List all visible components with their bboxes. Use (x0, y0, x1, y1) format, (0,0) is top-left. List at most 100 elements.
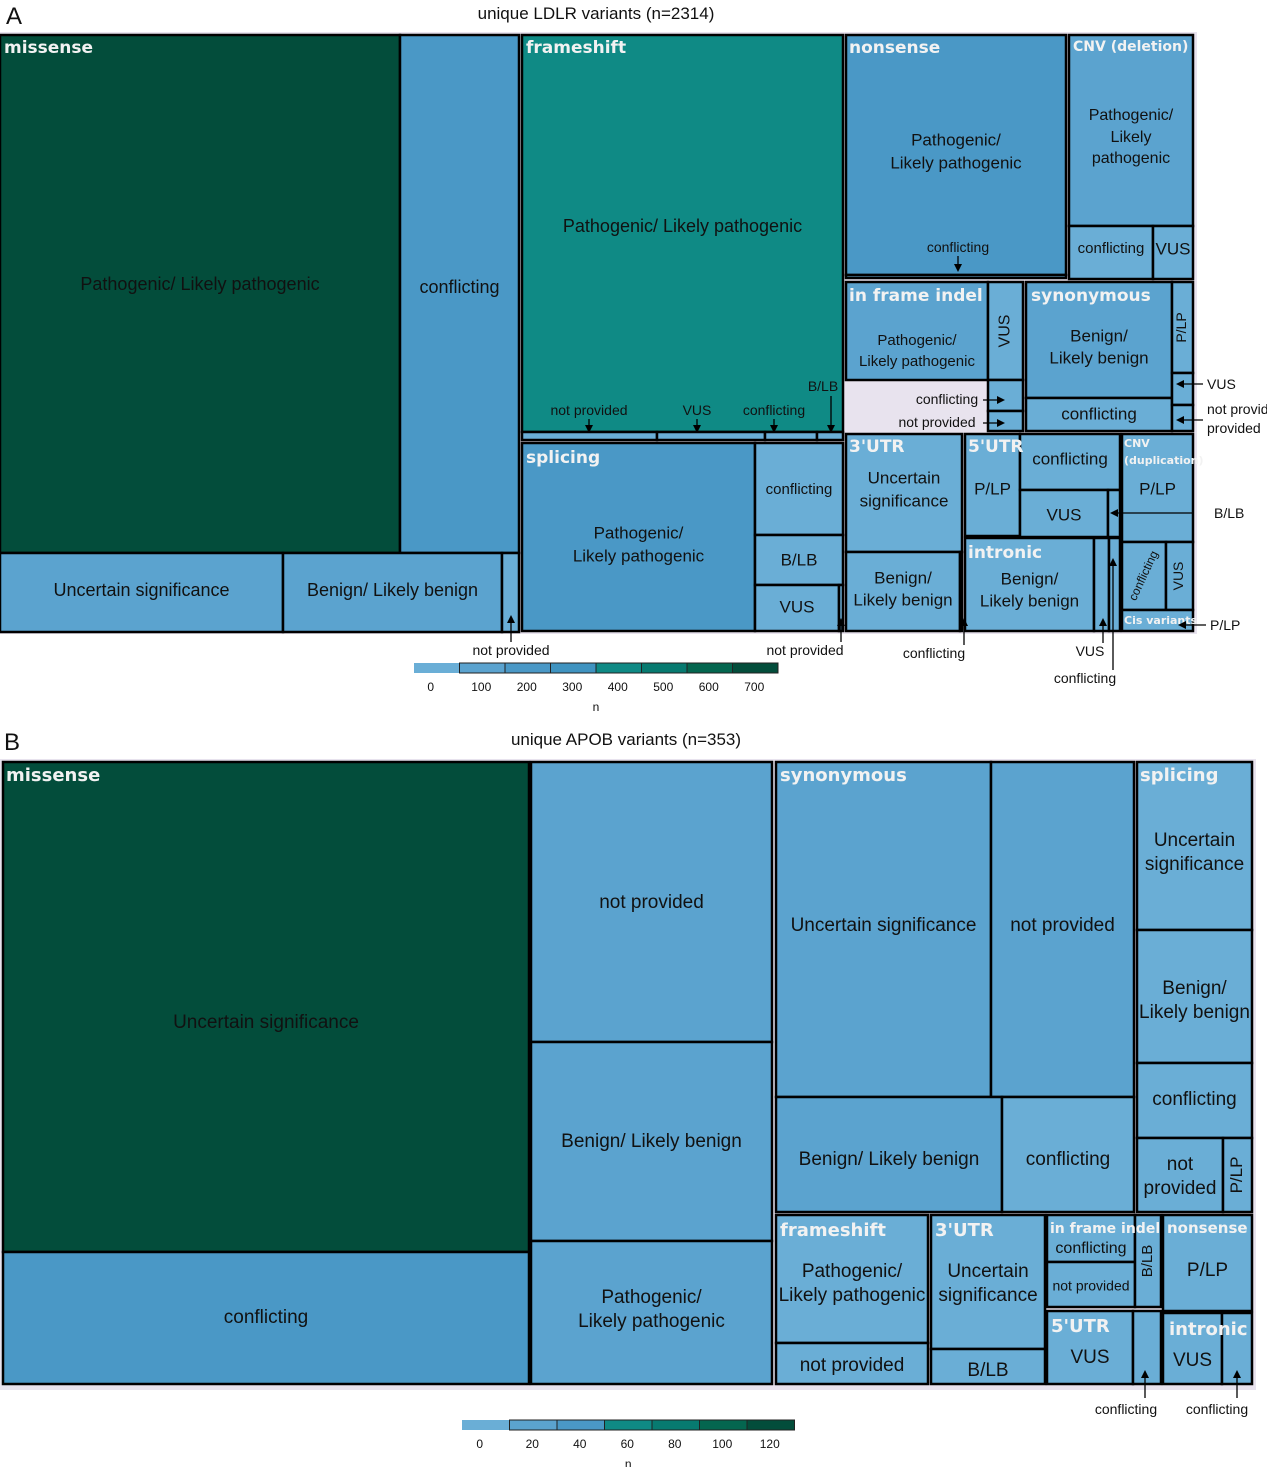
annotation-label: VUS (1207, 376, 1236, 392)
cell-label: Benign/ (1070, 326, 1128, 345)
scale-swatch (504, 662, 551, 674)
cell-label: conflicting (1152, 1089, 1237, 1110)
cell-intronic-conflicting (1107, 536, 1122, 633)
category-label-nonsense: nonsense (1167, 1219, 1248, 1237)
scale-swatch (604, 1419, 653, 1431)
cell-rect (655, 430, 767, 442)
annotation-label: not provided (550, 402, 627, 418)
cell-frameshift-conflicting (763, 430, 819, 442)
cell-rect (1, 1250, 531, 1386)
cell-synonymous-uncertain-significance: Uncertain significance (774, 760, 993, 1099)
annotation-label: provided (1207, 420, 1261, 436)
category-label-missense: missense (6, 765, 100, 786)
category-label-synonymous: synonymous (1031, 286, 1151, 306)
cell-rect (1120, 432, 1195, 544)
cell-in-frame-indel-not-provided: not provided (1045, 1260, 1137, 1309)
cell-label: not provided (599, 892, 704, 913)
scale-tick-label: 700 (744, 680, 764, 694)
cell-synonymous-benign-likely-benign: Benign/Likely benign (1024, 280, 1174, 400)
cell-rect (753, 441, 845, 537)
cell-rect (844, 33, 1068, 277)
panel-a-cells: Pathogenic/ Likely pathogenic conflicting… (0, 33, 1204, 634)
panel-a-annotations: not provided VUS conflictingB/LBconflictin… (472, 239, 1267, 686)
cell-label: Likely pathogenic (578, 1311, 725, 1332)
cell-rect (986, 378, 1025, 413)
cell-3-utr-uncertain-significance: Uncertain significance (844, 432, 964, 554)
cell-label: Benign/ (874, 568, 932, 587)
scale-tick-label: 100 (712, 1437, 732, 1451)
annotation-label: conflicting (1054, 670, 1116, 686)
cell-synonymous-conflicting: conflicting (1000, 1095, 1136, 1214)
category-label-5-utr: 5'UTR (1051, 1316, 1110, 1337)
cell-label: Uncertain (947, 1261, 1028, 1282)
cell-splicing-b-lb: B/LB (753, 533, 845, 587)
cell-label: Benign/ Likely benign (799, 1149, 980, 1170)
cell-splicing-not-provided: not provided (1135, 1136, 1225, 1214)
cell-intronic-vus: VUS (1161, 1311, 1224, 1386)
cell-rect (0, 33, 402, 555)
cell-rect (815, 430, 845, 442)
cell-frameshift-not-provided: not provided (774, 1341, 930, 1386)
cell-missense-uncertain-significance: Uncertain significance (0, 551, 285, 634)
cell-label: conflicting (1061, 404, 1137, 423)
cell-rect (763, 430, 819, 442)
scale-tick-label: 300 (562, 680, 582, 694)
cell-label: provided (1144, 1178, 1217, 1199)
cell-missense-uncertain-significance: Uncertain significance (1, 760, 531, 1254)
cell-rect (963, 536, 1096, 633)
cell-label: Likely benign (853, 590, 952, 609)
annotation-label: P/LP (1210, 617, 1240, 633)
category-label-intronic: intronic (1169, 1319, 1248, 1340)
cell-label: VUS (1170, 562, 1186, 591)
cell-cnv-duplication-vus: VUS (1164, 540, 1195, 612)
cell-label: significance (1145, 854, 1244, 875)
annotation-label: conflicting (743, 402, 805, 418)
panel-b-color-scale: 0 20 40 60 80 100 120 n (462, 1419, 795, 1467)
cell-label: Benign/ (1001, 569, 1059, 588)
cell-rect (1164, 540, 1195, 612)
cell-label: not provided (1010, 915, 1115, 936)
cell-rect (1170, 403, 1195, 433)
category-label-frameshift: frameshift (780, 1220, 886, 1241)
scale-swatch (414, 663, 460, 673)
cell-rect (774, 1341, 930, 1386)
category-label-cnv-deletion: CNV (deletion) (1073, 39, 1188, 55)
cell-cnv-deletion-pathogenic-likely-pathogenic: Pathogenic/Likely pathogenic (1067, 33, 1195, 228)
cell-rect (398, 33, 521, 555)
cell-rect (1131, 1309, 1163, 1386)
panel-b-cells: Uncertain significance conflicting not pro… (1, 760, 1254, 1386)
cell-rect (844, 280, 990, 382)
annotation-label: VUS (683, 402, 712, 418)
category-label-3-utr: 3'UTR (935, 1220, 994, 1241)
category-label-cnv-duplication: CNV (1124, 437, 1150, 450)
cell-label: B/LB (781, 550, 818, 569)
cell-rect (1067, 33, 1195, 228)
category-label-missense: missense (4, 38, 93, 58)
scale-title: n (625, 1457, 632, 1467)
cell-rect (1024, 280, 1174, 400)
cell-label: not provided (800, 1355, 905, 1376)
scale-swatch (462, 1420, 510, 1430)
cell-frameshift-pathogenic-likely-pathogenic: Pathogenic/ Likely pathogenic (520, 33, 845, 434)
cell-in-frame-indel-conflicting (986, 378, 1025, 413)
cell-rect (929, 1213, 1047, 1351)
panel-a-color-scale: 0 100 200 300 400 500 600 700 n (414, 662, 779, 714)
annotation-label: B/LB (808, 378, 838, 394)
cell-rect (774, 1213, 930, 1345)
cell-3-utr-conflicting (958, 550, 964, 633)
scale-swatch (556, 1419, 605, 1431)
scale-tick-label: 100 (471, 680, 491, 694)
scale-tick-label: 20 (526, 1437, 540, 1451)
cell-label: P/LP (1139, 479, 1176, 498)
cell-label: VUS (1156, 239, 1191, 258)
annotation-label: not provided (1207, 401, 1267, 417)
cell-label: VUS (1070, 1347, 1109, 1368)
cell-missense-conflicting: conflicting (398, 33, 521, 555)
cell-rect (0, 551, 285, 634)
panel-b-annotations: conflicting conflicting (1095, 1370, 1248, 1417)
cell-in-frame-indel-b-lb: B/LB (1133, 1213, 1163, 1309)
cell-label: Likely benign (1049, 348, 1148, 367)
scale-tick-label: 120 (760, 1437, 780, 1451)
cell-rect (844, 432, 964, 554)
